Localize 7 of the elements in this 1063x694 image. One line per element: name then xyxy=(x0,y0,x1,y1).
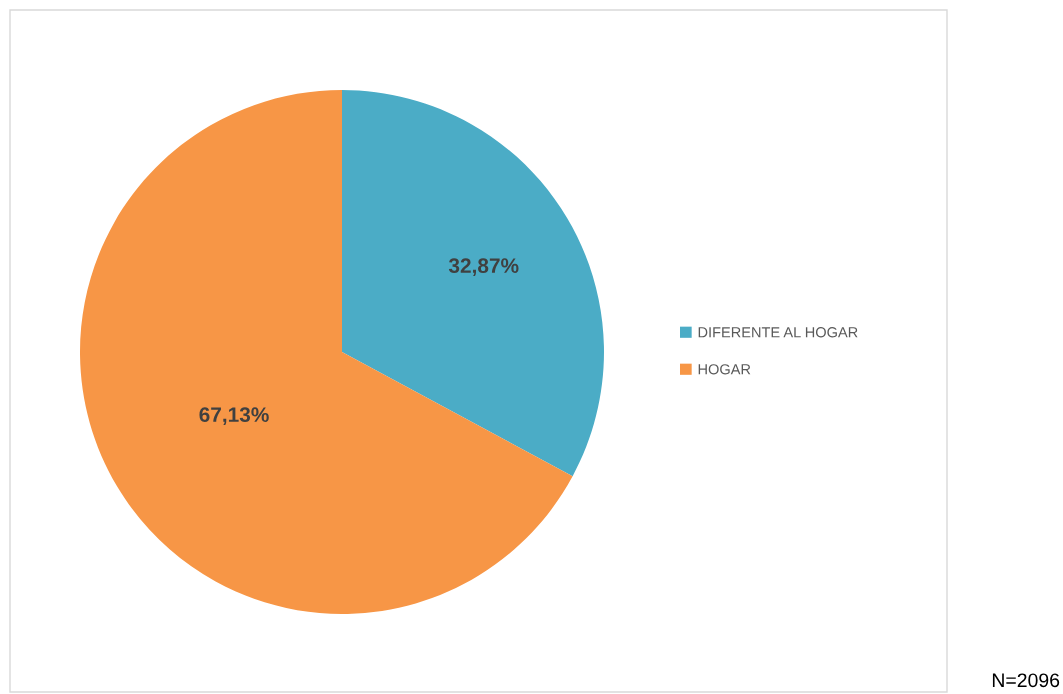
legend-label: HOGAR xyxy=(698,364,751,375)
data-label: 32,87% xyxy=(448,258,519,277)
data-label: 67,13% xyxy=(199,407,269,426)
pie-slice xyxy=(80,90,573,614)
text: N=2096 xyxy=(992,673,1060,688)
pie-slice xyxy=(342,90,604,477)
legend-label: DIFERENTE AL HOGAR xyxy=(698,327,858,338)
